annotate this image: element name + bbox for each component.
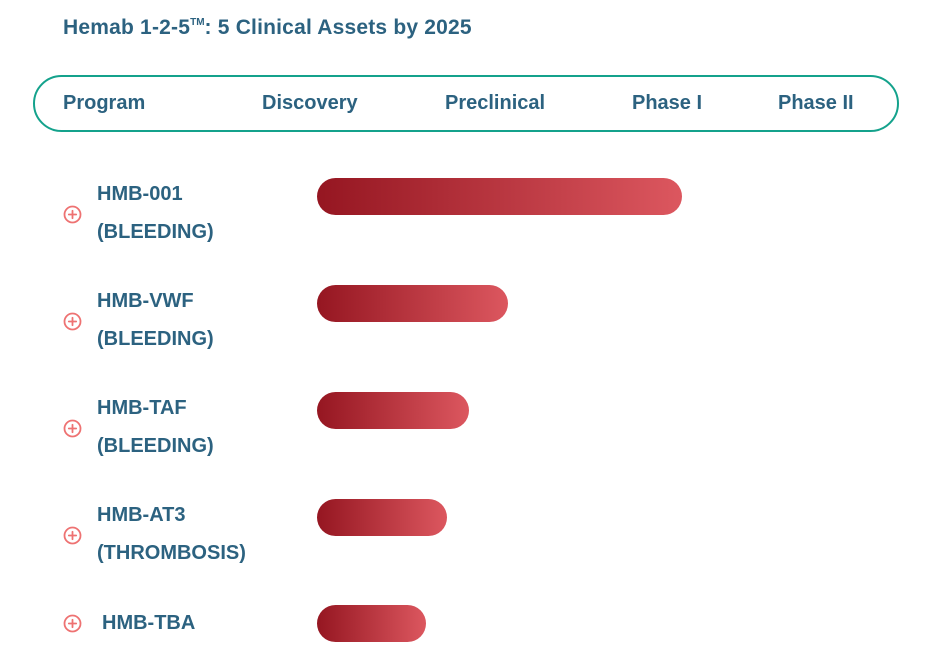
- expand-circle-plus-icon[interactable]: [63, 614, 82, 633]
- column-label-preclinical: Preclinical: [445, 92, 546, 114]
- expand-circle-plus-icon[interactable]: [63, 419, 82, 438]
- program-row-hmb-taf: HMB-TAF (BLEEDING): [0, 392, 938, 472]
- pipeline-bar-hmb-taf: [317, 392, 469, 429]
- expand-circle-plus-icon[interactable]: [63, 205, 82, 224]
- column-label-discovery: Discovery: [262, 92, 358, 114]
- program-row-hmb-vwf: HMB-VWF (BLEEDING): [0, 285, 938, 365]
- column-label-phase-2: Phase II: [778, 92, 854, 114]
- program-name: HMB-TAF: [97, 397, 187, 419]
- trademark-symbol: TM: [190, 17, 205, 28]
- pipeline-bar-hmb-tba: [317, 605, 426, 642]
- pipeline-bar-hmb-vwf: [317, 285, 508, 322]
- program-name: HMB-001: [97, 183, 183, 205]
- pipeline-bar-hmb-at3: [317, 499, 447, 536]
- title-suffix: : 5 Clinical Assets by 2025: [204, 16, 472, 39]
- pipeline-bar-hmb-001: [317, 178, 682, 215]
- program-condition: (THROMBOSIS): [97, 542, 246, 564]
- program-row-hmb-at3: HMB-AT3 (THROMBOSIS): [0, 499, 938, 579]
- program-name: HMB-VWF: [97, 290, 194, 312]
- program-condition: (BLEEDING): [97, 328, 214, 350]
- program-name: HMB-AT3: [97, 504, 186, 526]
- program-name: HMB-TBA: [102, 612, 196, 634]
- program-row-hmb-001: HMB-001 (BLEEDING): [0, 178, 938, 258]
- expand-circle-plus-icon[interactable]: [63, 312, 82, 331]
- column-label-program: Program: [63, 92, 146, 114]
- expand-circle-plus-icon[interactable]: [63, 526, 82, 545]
- title-prefix: Hemab 1-2-5: [63, 16, 191, 39]
- column-label-phase-1: Phase I: [632, 92, 703, 114]
- program-row-hmb-tba: HMB-TBA: [0, 605, 938, 669]
- page-title: Hemab 1-2-5TM: 5 Clinical Assets by 2025: [63, 16, 472, 40]
- program-condition: (BLEEDING): [97, 435, 214, 457]
- phase-header-pill: Program Discovery Preclinical Phase I Ph…: [33, 75, 899, 132]
- program-condition: (BLEEDING): [97, 221, 214, 243]
